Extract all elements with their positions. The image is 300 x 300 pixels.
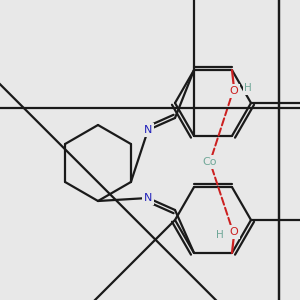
Text: N: N — [144, 125, 152, 135]
Text: O: O — [230, 86, 238, 96]
Text: Co: Co — [203, 157, 217, 167]
Text: N: N — [144, 193, 152, 203]
Text: H: H — [244, 83, 252, 93]
Text: O: O — [230, 227, 238, 237]
Text: H: H — [216, 230, 224, 240]
